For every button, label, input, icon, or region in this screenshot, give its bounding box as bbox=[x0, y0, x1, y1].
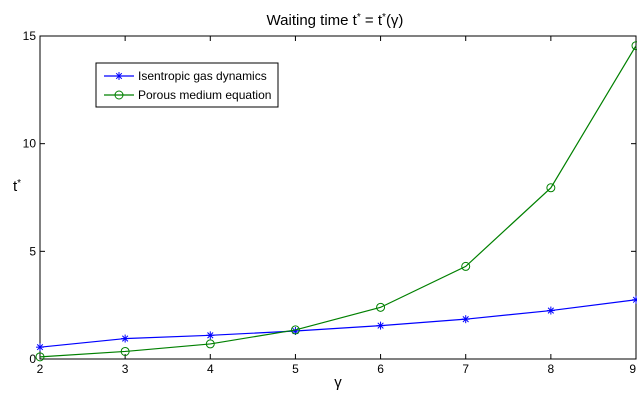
chart-title-middle: = t bbox=[361, 12, 383, 29]
y-tick-label: 15 bbox=[23, 29, 37, 43]
y-tick-label: 0 bbox=[29, 352, 36, 366]
x-tick-label: 4 bbox=[207, 362, 214, 376]
x-tick-label: 2 bbox=[37, 362, 44, 376]
chart-title-suffix: (γ) bbox=[386, 12, 404, 29]
series-1-point-stroke bbox=[36, 344, 44, 351]
legend-item: Porous medium equation bbox=[104, 88, 271, 102]
x-tick-label: 6 bbox=[377, 362, 384, 376]
series-1-point-stroke bbox=[377, 322, 384, 329]
x-tick-label: 3 bbox=[122, 362, 129, 376]
y-axis-label-sup: * bbox=[17, 178, 21, 189]
legend-box bbox=[95, 62, 279, 108]
legend-swatch-marker bbox=[114, 90, 124, 100]
series-2-point bbox=[376, 302, 386, 312]
series-1-point bbox=[206, 331, 215, 340]
y-axis-label: t* bbox=[13, 178, 21, 196]
x-tick-label: 9 bbox=[629, 362, 636, 376]
chart-title-prefix: Waiting time t bbox=[267, 12, 358, 29]
series-1-point bbox=[36, 343, 44, 352]
x-tick-label: 8 bbox=[548, 362, 555, 376]
x-tick-label: 7 bbox=[462, 362, 469, 376]
series-1-point-stroke bbox=[632, 298, 637, 303]
x-tick-label: 5 bbox=[292, 362, 299, 376]
ticks: 2 3 4 5 6 7 8 9 0 5 10 15 bbox=[23, 29, 637, 376]
legend-swatch-marker-stroke bbox=[115, 72, 123, 80]
series-2-point bbox=[290, 325, 300, 335]
series-1-point-stroke bbox=[462, 316, 469, 323]
legend-label: Isentropic gas dynamics bbox=[138, 69, 267, 83]
series-1-point bbox=[121, 334, 130, 343]
chart-title-sup2: * bbox=[382, 12, 386, 23]
y-tick-label: 5 bbox=[29, 244, 36, 258]
series-2-point bbox=[631, 41, 637, 51]
legend-swatch-marker bbox=[115, 72, 123, 80]
series-1-point bbox=[376, 321, 385, 330]
x-axis-label: γ bbox=[334, 374, 342, 391]
series-2-line bbox=[39, 45, 637, 358]
series-1-line bbox=[39, 299, 637, 348]
series-1-point bbox=[632, 295, 637, 304]
series-2-point bbox=[546, 183, 556, 193]
chart-title: Waiting time t* = t*(γ) bbox=[267, 12, 404, 30]
chart-title-sup1: * bbox=[357, 12, 361, 23]
series-2-point bbox=[35, 352, 45, 362]
legend-item: Isentropic gas dynamics bbox=[104, 69, 267, 83]
series-2-point bbox=[205, 339, 215, 349]
y-tick-label: 10 bbox=[23, 137, 37, 151]
series-1-point-stroke bbox=[207, 332, 214, 339]
legend-label: Porous medium equation bbox=[138, 88, 271, 102]
series-1-point-stroke bbox=[121, 335, 129, 342]
series-layer bbox=[35, 41, 637, 362]
series-1-point bbox=[546, 306, 555, 315]
series-1-point-stroke bbox=[547, 307, 555, 314]
legend: Isentropic gas dynamics Porous medium equ… bbox=[95, 62, 279, 108]
series-1-point bbox=[461, 315, 470, 324]
series-2-point bbox=[120, 346, 130, 356]
series-2-point bbox=[461, 261, 471, 271]
y-axis-label-main: t bbox=[13, 178, 18, 195]
series-2 bbox=[35, 41, 637, 362]
